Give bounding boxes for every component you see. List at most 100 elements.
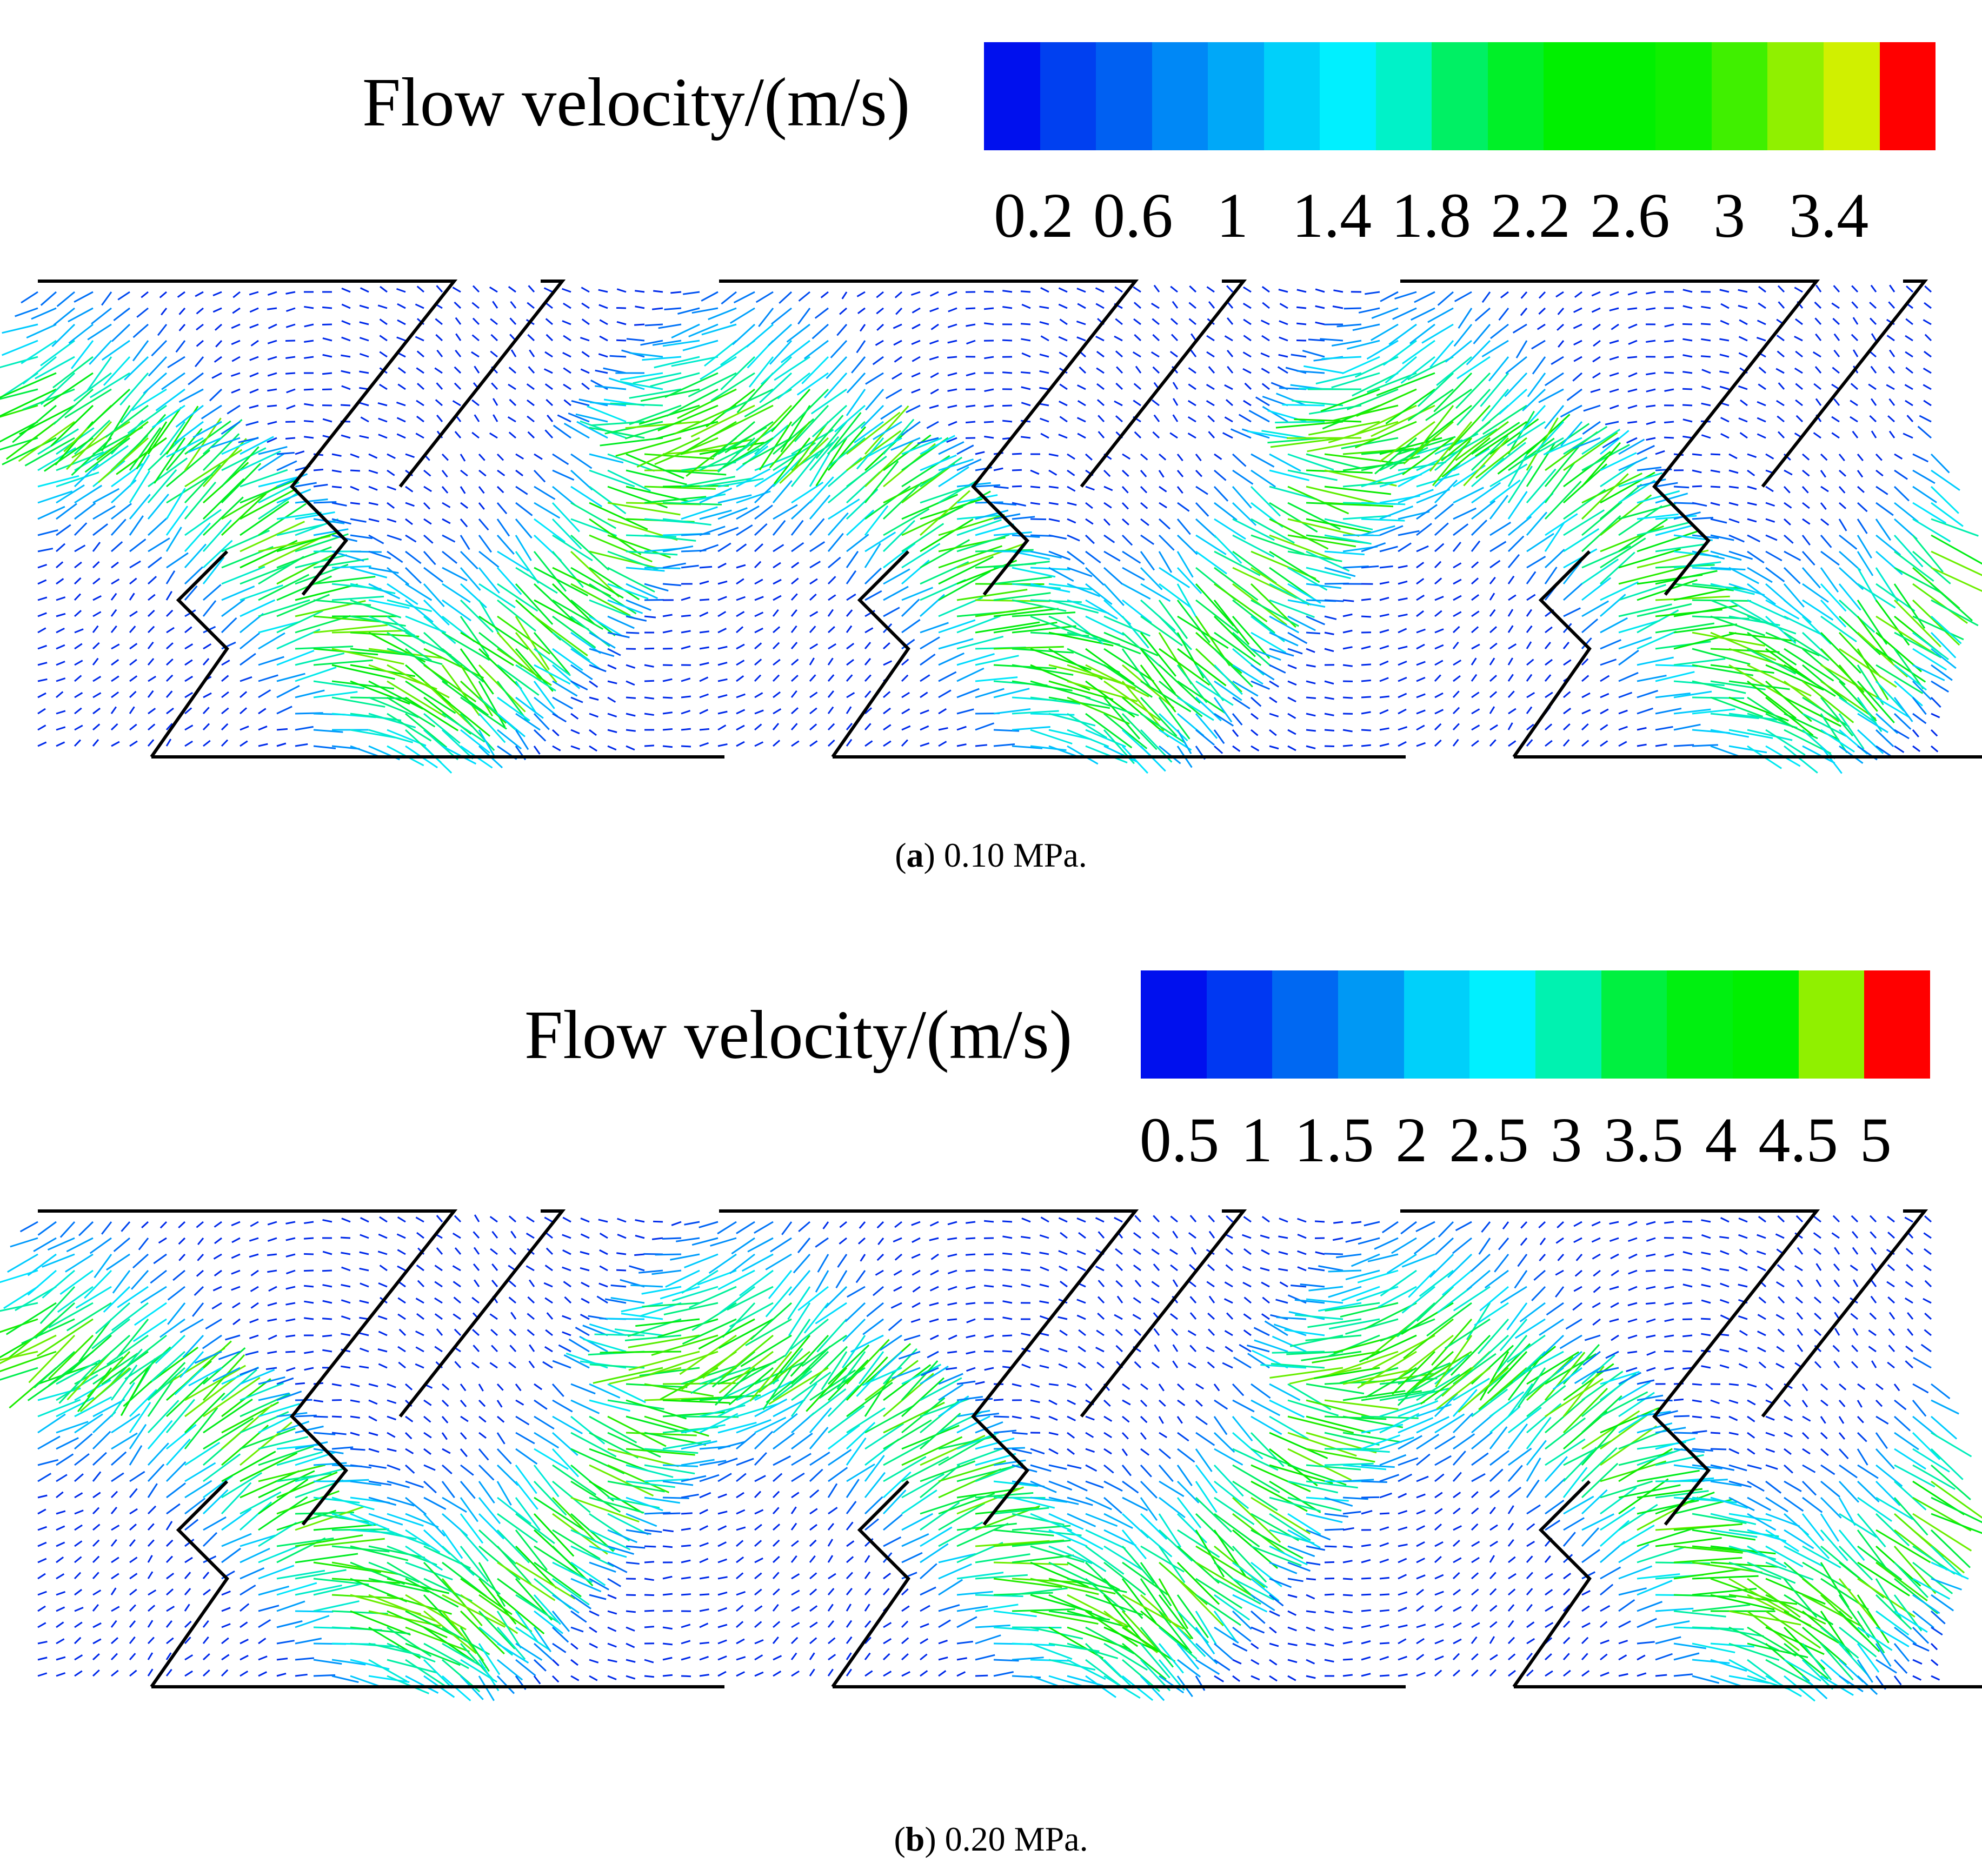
velocity-arrow xyxy=(882,418,915,455)
velocity-arrow xyxy=(1158,664,1201,704)
velocity-arrow xyxy=(147,690,154,698)
velocity-arrow xyxy=(754,1671,764,1677)
velocity-arrow xyxy=(1287,550,1342,562)
velocity-arrow xyxy=(397,303,406,309)
velocity-arrow xyxy=(901,1588,909,1596)
velocity-arrow xyxy=(1452,739,1459,747)
velocity-arrow xyxy=(74,1621,83,1628)
velocity-arrow xyxy=(37,741,47,747)
velocity-arrow xyxy=(478,1513,505,1540)
velocity-arrow xyxy=(1434,709,1444,715)
velocity-arrow xyxy=(754,658,762,666)
velocity-arrow xyxy=(258,1585,290,1596)
velocity-arrow xyxy=(717,1221,737,1235)
colorbar-segment xyxy=(1655,42,1712,150)
velocity-arrow xyxy=(91,1318,130,1349)
velocity-arrow xyxy=(828,1573,836,1580)
velocity-arrow xyxy=(626,599,651,611)
velocity-arrow xyxy=(221,1654,230,1661)
velocity-arrow xyxy=(654,356,700,369)
velocity-arrow xyxy=(1912,697,1927,715)
velocity-arrow xyxy=(179,1351,204,1378)
velocity-arrow xyxy=(478,681,506,728)
velocity-arrow xyxy=(1085,729,1126,748)
velocity-arrow xyxy=(165,723,173,731)
velocity-arrow xyxy=(681,1624,691,1628)
velocity-arrow xyxy=(36,1318,94,1357)
velocity-arrow xyxy=(0,1367,38,1381)
velocity-arrow xyxy=(1343,307,1362,310)
velocity-arrow xyxy=(552,469,575,481)
velocity-arrow xyxy=(1195,680,1234,706)
velocity-arrow xyxy=(1838,664,1878,712)
velocity-arrow xyxy=(846,1540,855,1547)
velocity-arrow xyxy=(285,1302,296,1306)
velocity-arrow xyxy=(1497,437,1546,475)
velocity-arrow xyxy=(405,1578,459,1608)
velocity-arrow xyxy=(1637,513,1679,520)
velocity-arrow xyxy=(267,1253,277,1256)
velocity-arrow xyxy=(773,1671,782,1677)
velocity-arrow xyxy=(1261,383,1270,390)
velocity-arrow xyxy=(460,664,494,717)
velocity-arrow xyxy=(929,307,939,312)
velocity-arrow xyxy=(368,1659,408,1682)
velocity-arrow xyxy=(736,693,746,698)
velocity-arrow xyxy=(662,518,711,526)
velocity-arrow xyxy=(478,502,485,510)
velocity-arrow xyxy=(717,1591,728,1596)
velocity-arrow xyxy=(159,1318,185,1338)
velocity-arrow xyxy=(607,1675,617,1680)
velocity-arrow xyxy=(1794,335,1803,342)
velocity-arrow xyxy=(1012,745,1043,749)
velocity-arrow xyxy=(1701,369,1711,374)
velocity-arrow xyxy=(1320,388,1380,413)
velocity-arrow xyxy=(441,1399,449,1407)
velocity-arrow xyxy=(1728,453,1738,460)
velocity-arrow xyxy=(681,1493,699,1499)
velocity-arrow xyxy=(184,1480,212,1499)
velocity-arrow xyxy=(975,1674,988,1677)
velocity-arrow xyxy=(496,1627,526,1660)
velocity-arrow xyxy=(341,370,351,374)
velocity-arrow xyxy=(1563,425,1608,455)
velocity-arrow xyxy=(1159,502,1167,509)
velocity-arrow xyxy=(1207,415,1215,423)
velocity-arrow xyxy=(607,696,616,703)
colorbar-segment xyxy=(984,42,1040,150)
velocity-arrow xyxy=(56,1374,98,1401)
velocity-arrow xyxy=(1489,609,1496,617)
velocity-arrow xyxy=(1692,744,1718,747)
velocity-arrow xyxy=(1618,518,1668,553)
velocity-arrow xyxy=(1067,550,1085,565)
velocity-arrow xyxy=(1232,469,1254,485)
velocity-arrow xyxy=(405,696,459,731)
velocity-arrow xyxy=(1433,372,1473,413)
velocity-arrow xyxy=(1664,323,1674,328)
velocity-arrow xyxy=(938,1604,960,1612)
velocity-arrow xyxy=(1852,430,1859,438)
velocity-arrow xyxy=(1176,567,1202,594)
velocity-arrow xyxy=(938,741,947,747)
velocity-arrow xyxy=(1251,745,1260,751)
velocity-arrow xyxy=(966,323,976,327)
velocity-arrow xyxy=(92,1524,101,1531)
velocity-arrow xyxy=(276,673,305,682)
velocity-arrow xyxy=(1655,726,1673,731)
velocity-arrow xyxy=(1710,534,1734,541)
velocity-arrow xyxy=(460,535,470,550)
velocity-arrow xyxy=(766,1367,810,1403)
velocity-arrow xyxy=(59,1269,94,1295)
velocity-arrow xyxy=(19,404,75,435)
velocity-arrow xyxy=(938,619,976,634)
velocity-arrow xyxy=(1930,729,1938,737)
velocity-arrow xyxy=(276,1569,325,1580)
velocity-arrow xyxy=(221,1590,231,1596)
velocity-arrow xyxy=(717,527,739,536)
velocity-arrow xyxy=(1609,388,1619,393)
velocity-arrow xyxy=(295,1673,308,1677)
velocity-arrow xyxy=(1214,1578,1261,1605)
velocity-arrow xyxy=(454,382,462,390)
velocity-arrow xyxy=(1140,1448,1150,1456)
velocity-arrow xyxy=(681,1593,691,1596)
